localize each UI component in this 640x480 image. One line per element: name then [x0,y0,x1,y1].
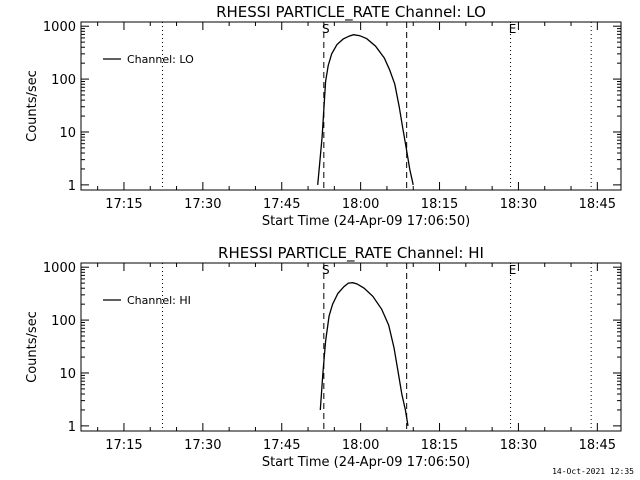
series-line [319,282,409,427]
y-tick-label: 1 [68,420,76,435]
y-axis-label: Counts/sec [25,311,40,383]
plot-frame [80,21,622,191]
y-tick-label: 1000 [43,261,76,276]
marker-label: S [322,263,330,277]
legend-entry: Channel: LO [127,53,194,66]
legend-entry: Channel: HI [127,294,191,307]
y-tick-label: 1000 [43,20,76,35]
y-tick-label: 1 [68,179,76,194]
marker-label: S [322,22,330,36]
series-line [317,34,414,186]
y-axis-label: Counts/sec [25,70,40,142]
y-tick-label: 10 [59,126,76,141]
chart-title: RHESSI PARTICLE_RATE Channel: LO [216,3,486,22]
footer-timestamp: 14-Oct-2021 12:35 [552,467,634,476]
plot-frame [80,262,622,432]
x-tick-label: 18:00 [342,197,379,212]
marker-label: E [509,263,517,277]
x-tick-label: 18:45 [579,197,616,212]
x-tick-label: 18:30 [500,438,537,453]
x-axis-label: Start Time (24-Apr-09 17:06:50) [262,214,470,229]
x-tick-label: 17:45 [263,438,300,453]
y-tick-label: 100 [51,73,76,88]
x-tick-label: 17:15 [105,438,142,453]
x-axis-label: Start Time (24-Apr-09 17:06:50) [262,455,470,470]
x-tick-label: 17:45 [263,197,300,212]
x-tick-label: 17:15 [105,197,142,212]
x-tick-label: 18:15 [421,197,458,212]
x-tick-label: 18:15 [421,438,458,453]
x-tick-label: 18:45 [579,438,616,453]
x-tick-label: 18:30 [500,197,537,212]
x-tick-label: 17:30 [184,197,221,212]
chart-title: RHESSI PARTICLE_RATE Channel: HI [218,244,484,263]
x-tick-label: 18:00 [342,438,379,453]
y-tick-label: 10 [59,367,76,382]
x-tick-label: 17:30 [184,438,221,453]
marker-label: E [509,22,517,36]
y-tick-label: 100 [51,314,76,329]
